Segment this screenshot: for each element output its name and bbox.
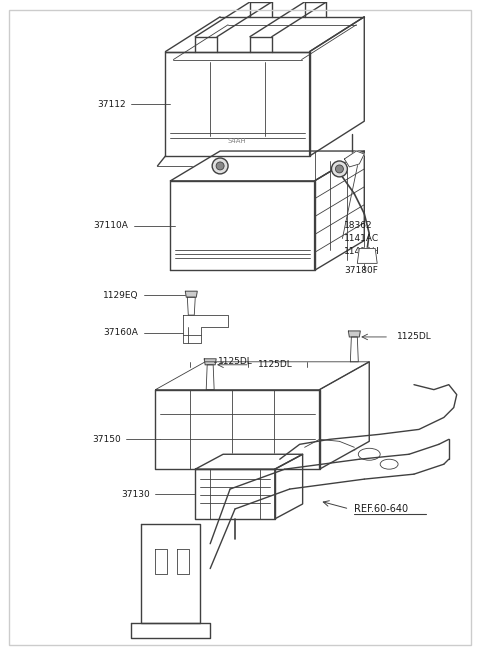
Text: 37180F: 37180F (344, 266, 378, 275)
Polygon shape (204, 359, 216, 365)
Polygon shape (156, 362, 369, 390)
Polygon shape (320, 362, 369, 469)
Polygon shape (156, 549, 168, 574)
Polygon shape (183, 315, 228, 343)
Polygon shape (187, 297, 195, 315)
Text: 1129EQ: 1129EQ (103, 291, 139, 300)
Polygon shape (166, 52, 310, 156)
Polygon shape (357, 248, 377, 263)
Polygon shape (350, 337, 358, 362)
Polygon shape (170, 151, 364, 181)
Polygon shape (170, 181, 314, 271)
Text: 37160A: 37160A (104, 328, 139, 337)
Text: 1125DL: 1125DL (258, 360, 293, 369)
Polygon shape (178, 549, 189, 574)
Polygon shape (131, 624, 210, 638)
Text: 18362: 18362 (344, 221, 373, 230)
Polygon shape (310, 17, 364, 156)
Polygon shape (195, 469, 275, 519)
Text: 1141AC: 1141AC (344, 234, 380, 243)
Circle shape (336, 165, 343, 173)
Polygon shape (185, 291, 197, 297)
Text: 37112: 37112 (97, 100, 126, 109)
Circle shape (332, 161, 348, 177)
Polygon shape (195, 455, 302, 469)
Text: 1141AH: 1141AH (344, 247, 380, 256)
Text: 37130: 37130 (122, 489, 151, 498)
Polygon shape (348, 331, 360, 337)
Polygon shape (156, 390, 320, 469)
Polygon shape (206, 365, 214, 390)
Text: 1125DL: 1125DL (218, 357, 253, 366)
Text: S4AH: S4AH (228, 138, 246, 144)
Text: 37110A: 37110A (94, 221, 129, 230)
Text: 1125DL: 1125DL (397, 333, 432, 341)
Polygon shape (141, 524, 200, 624)
Text: REF.60-640: REF.60-640 (354, 504, 408, 514)
Circle shape (212, 158, 228, 174)
Polygon shape (344, 151, 364, 167)
Circle shape (216, 162, 224, 170)
Polygon shape (314, 151, 364, 271)
Text: 37150: 37150 (92, 435, 120, 444)
Polygon shape (275, 455, 302, 519)
